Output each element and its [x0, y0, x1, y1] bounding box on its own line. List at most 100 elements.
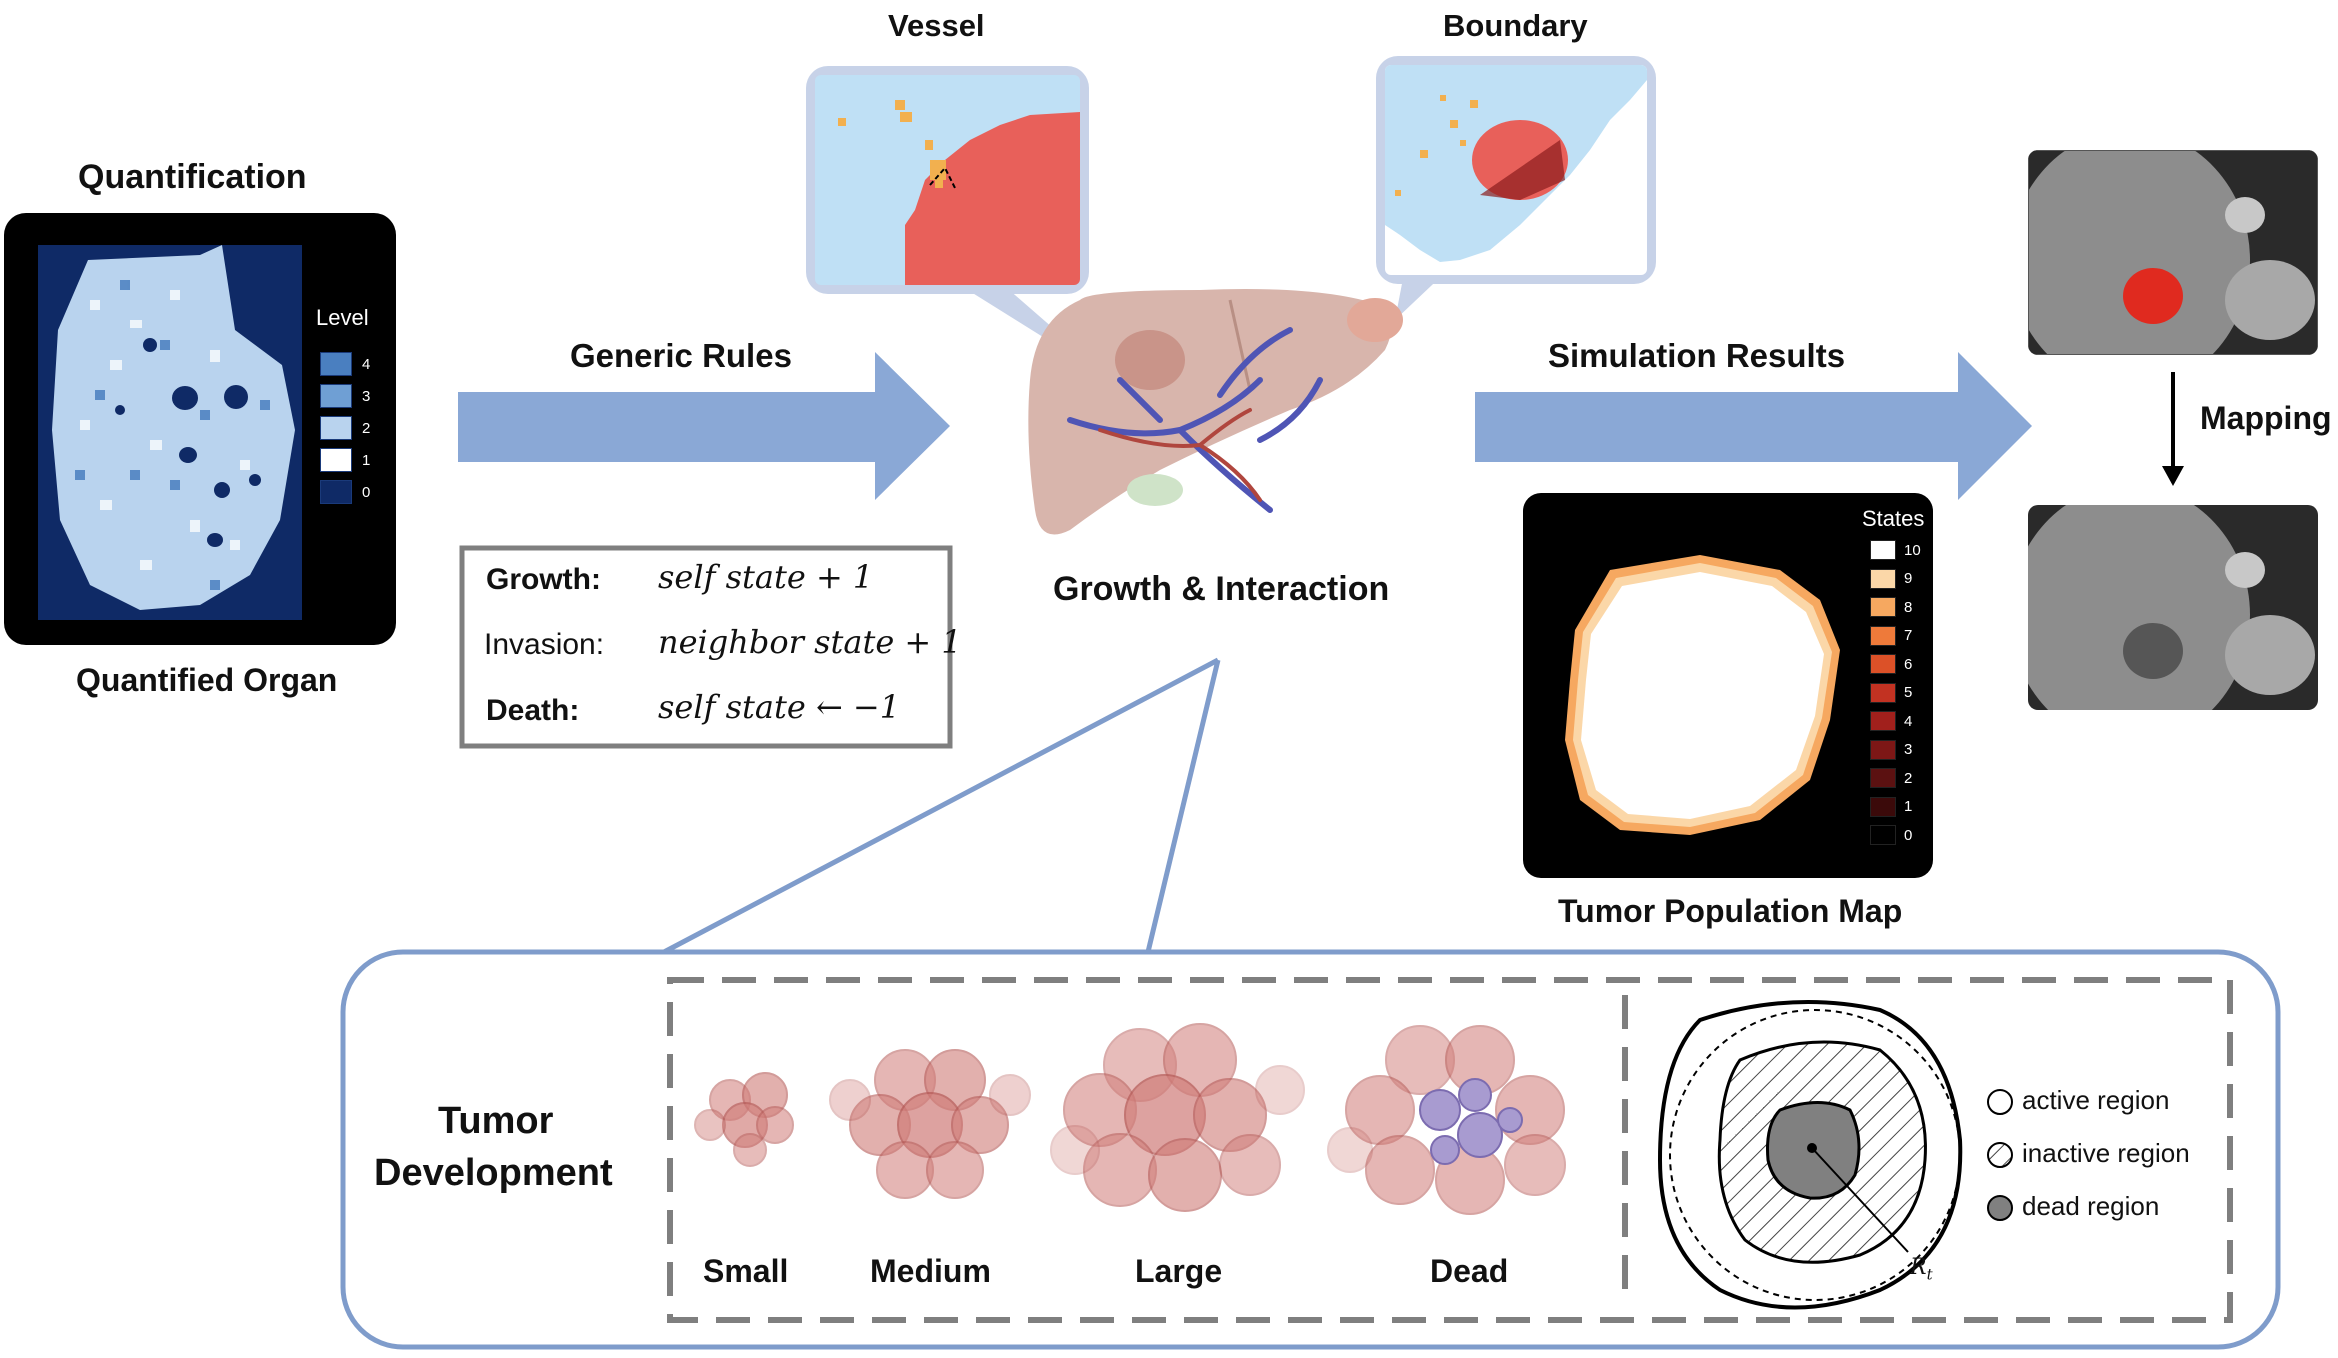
legend-marker-inactive — [1987, 1142, 2013, 1168]
stage-medium-label: Medium — [870, 1253, 991, 1289]
state-swatch — [1870, 625, 1896, 646]
state-label: 5 — [1904, 684, 1913, 701]
organ-holes — [115, 338, 261, 547]
ct-scan-original — [2028, 150, 2318, 355]
level-legend-item: 2 — [320, 416, 370, 440]
state-label: 8 — [1904, 598, 1913, 616]
organ-texture-dark — [75, 280, 270, 590]
development-title-line2: Development — [374, 1152, 613, 1194]
region-diagram — [1657, 1000, 1963, 1310]
mapping-arrow — [2162, 372, 2184, 486]
active-region-label: active region — [2022, 1085, 2170, 1115]
state-label: 3 — [1904, 741, 1913, 758]
simulation-results-label: Simulation Results — [1548, 337, 1846, 374]
state-swatch — [1870, 540, 1896, 560]
dead-region-label: dead region — [2022, 1191, 2160, 1221]
level-label: 1 — [362, 451, 371, 469]
state-swatch — [1870, 597, 1896, 617]
vessel-zoom — [806, 66, 1089, 294]
legend-marker-active — [1987, 1089, 2013, 1115]
state-label: 9 — [1904, 570, 1913, 587]
state-legend-item: 4 — [1870, 711, 1912, 731]
growth-interaction-caption: Growth & Interaction — [1053, 570, 1390, 608]
state-legend-item: 6 — [1870, 654, 1912, 674]
radius-subscript: t — [1926, 1265, 1933, 1284]
development-panel — [340, 949, 2281, 1350]
level-swatch — [320, 352, 352, 376]
level-swatch — [320, 416, 352, 440]
population-map-caption: Tumor Population Map — [1558, 893, 1903, 929]
state-swatch — [1870, 825, 1896, 845]
simulation-results-arrow — [1475, 352, 2032, 500]
vessel-title: Vessel — [888, 8, 985, 43]
quantified-organ-caption: Quantified Organ — [76, 662, 338, 698]
synthetic-tumor-mapped — [2123, 623, 2183, 679]
growth-label: Growth: — [486, 563, 601, 596]
level-swatch — [320, 448, 352, 472]
quantification-title: Quantification — [78, 158, 307, 196]
level-legend-item: 4 — [320, 352, 370, 376]
state-swatch — [1870, 682, 1896, 703]
stage-dead-label: Dead — [1430, 1253, 1509, 1289]
state-swatch — [1870, 568, 1896, 589]
state-label: 10 — [1904, 541, 1921, 559]
invasion-label: Invasion: — [484, 628, 605, 661]
level-label: 3 — [362, 387, 371, 405]
level-legend-item: 0 — [320, 480, 370, 504]
state-swatch — [1870, 711, 1896, 731]
radius-label: Rt — [1910, 1255, 1933, 1283]
liver-illustration — [1028, 289, 1403, 535]
stage-large-label: Large — [1135, 1253, 1223, 1289]
organ-texture — [80, 290, 250, 570]
state-label: 7 — [1904, 627, 1913, 644]
organ-shape — [52, 245, 295, 610]
state-legend-item: 0 — [1870, 825, 1912, 845]
level-legend-item: 3 — [320, 384, 370, 408]
state-label: 0 — [1904, 826, 1913, 844]
level-label: 0 — [362, 483, 371, 501]
zoom-line-left — [662, 657, 1220, 955]
invasion-expression: neighbor state + 1 — [658, 623, 962, 661]
level-swatch — [320, 384, 352, 408]
state-swatch — [1870, 768, 1896, 788]
state-swatch — [1870, 796, 1896, 817]
state-legend-item: 1 — [1870, 796, 1912, 817]
state-label: 4 — [1904, 712, 1913, 730]
state-legend-item: 8 — [1870, 597, 1912, 617]
level-label: 2 — [362, 419, 371, 437]
state-label: 6 — [1904, 655, 1913, 673]
radius-symbol: R — [1910, 1255, 1927, 1280]
level-legend-title: Level — [316, 305, 369, 330]
generic-rules-arrow — [458, 352, 950, 500]
states-legend-title: States — [1862, 506, 1925, 531]
state-legend-item: 9 — [1870, 568, 1913, 589]
mapping-label: Mapping — [2200, 400, 2332, 436]
stage-small-label: Small — [703, 1253, 789, 1289]
zoom-line-right — [1145, 659, 1221, 953]
tumor-large — [1050, 1023, 1305, 1212]
level-swatch — [320, 480, 352, 504]
state-swatch — [1870, 739, 1896, 760]
ct-scan-mapped — [2028, 505, 2318, 710]
generic-rules-label: Generic Rules — [570, 337, 792, 374]
inactive-region-label: inactive region — [2022, 1138, 2190, 1168]
death-label: Death: — [486, 694, 580, 727]
state-legend-item: 2 — [1870, 768, 1912, 788]
growth-expression: self state + 1 — [658, 558, 874, 596]
state-legend-item: 3 — [1870, 739, 1913, 760]
development-dashed-box — [667, 977, 2233, 1323]
tumor-population-map — [1523, 493, 1933, 878]
state-swatch — [1870, 654, 1896, 674]
development-title-line1: Tumor — [438, 1100, 554, 1142]
state-label: 2 — [1904, 769, 1913, 787]
state-legend-item: 7 — [1870, 625, 1913, 646]
death-expression: self state ← −1 — [658, 688, 901, 726]
level-legend-item: 1 — [320, 448, 370, 472]
tumor-small — [694, 1072, 794, 1167]
boundary-title: Boundary — [1443, 8, 1588, 43]
rules-box — [459, 545, 953, 749]
legend-marker-dead — [1987, 1195, 2013, 1221]
tumor-medium — [829, 1049, 1031, 1199]
synthetic-tumor-red — [2123, 268, 2183, 324]
